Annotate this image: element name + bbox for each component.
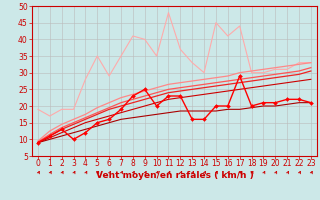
- X-axis label: Vent moyen/en rafales ( km/h ): Vent moyen/en rafales ( km/h ): [96, 171, 253, 180]
